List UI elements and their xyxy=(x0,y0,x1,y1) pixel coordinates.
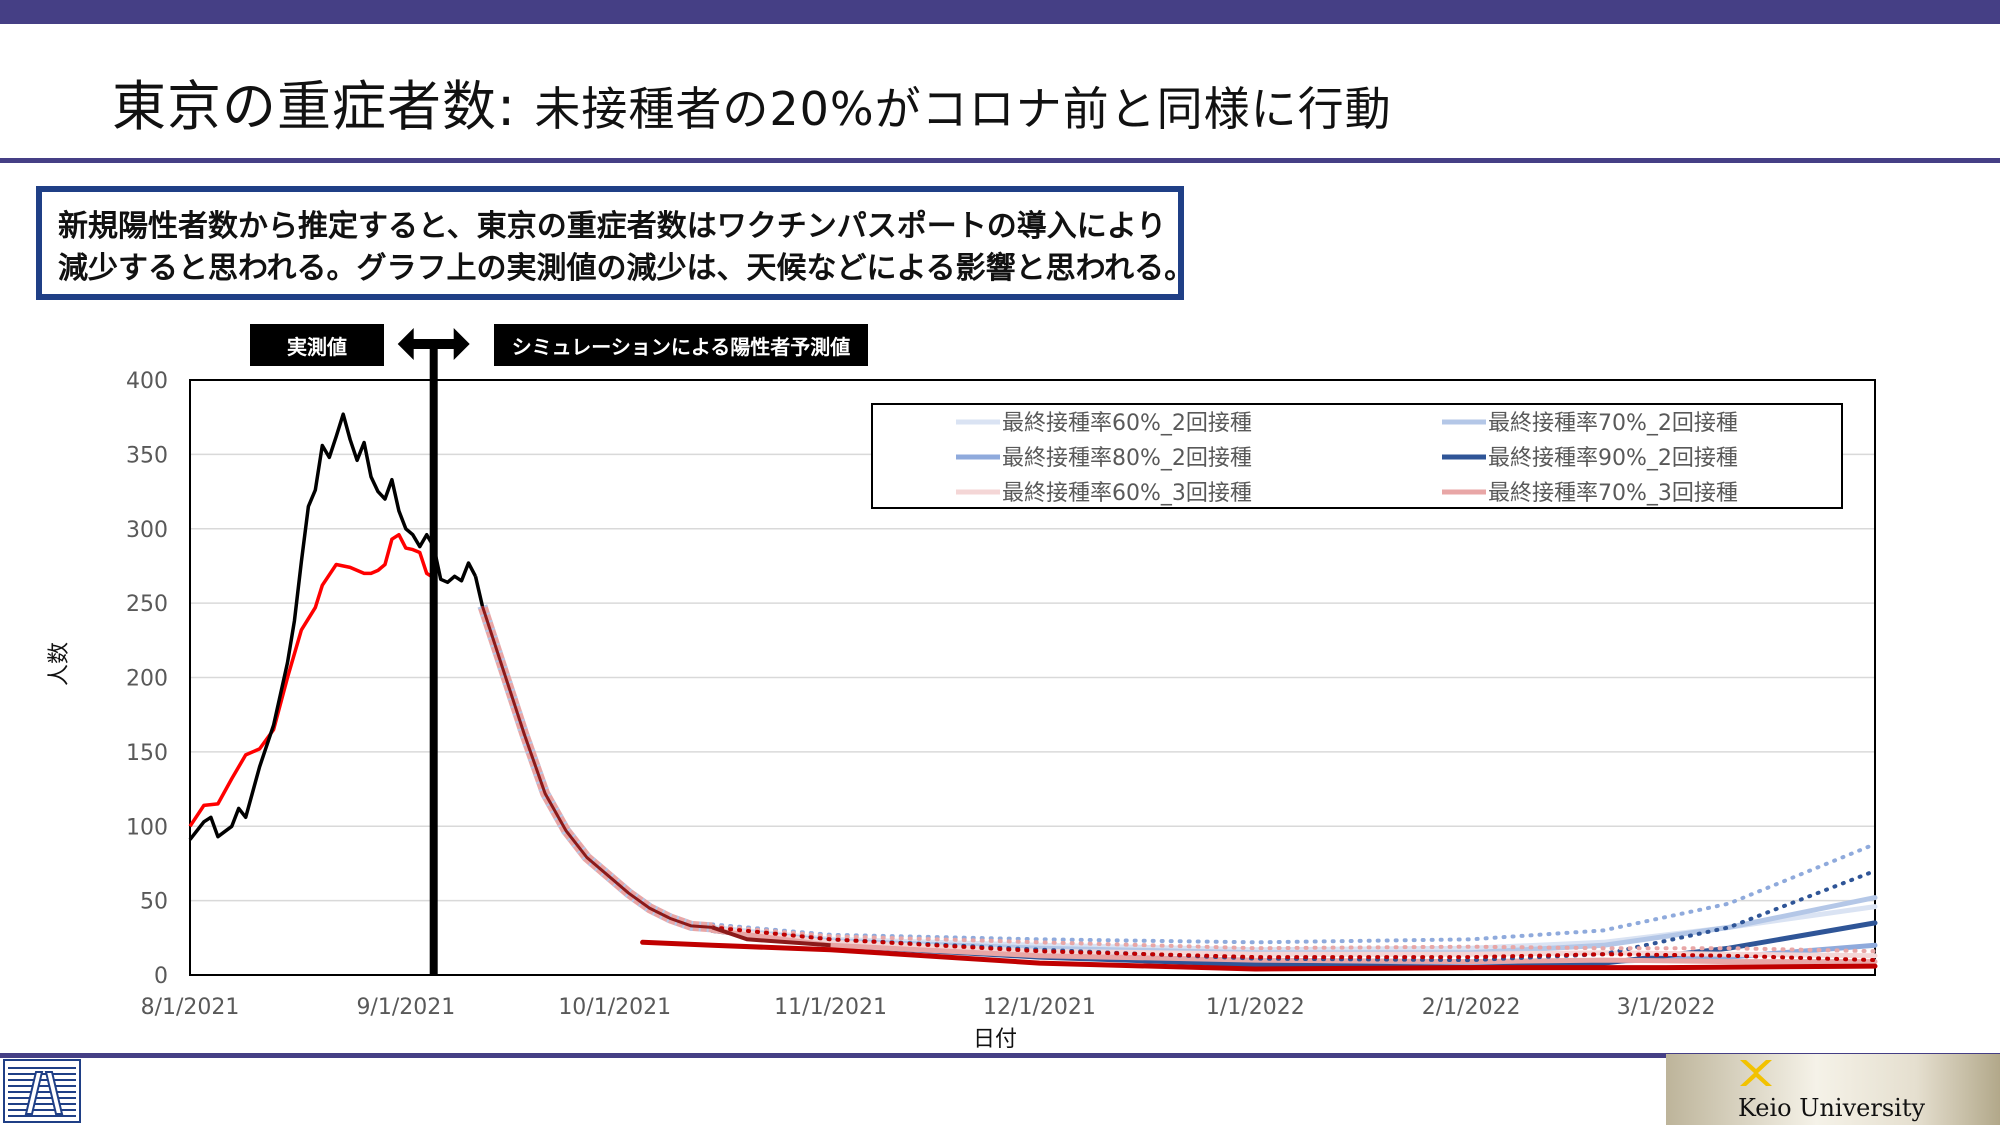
legend-label: 最終接種率80%_2回接種 xyxy=(1002,446,1252,471)
keio-wordmark: Keio University xyxy=(1738,1094,1926,1122)
callout-line-2: 減少すると思われる。グラフ上の実測値の減少は、天候などによる影響と思われる。 xyxy=(58,251,1195,286)
y-tick-label: 0 xyxy=(154,964,168,989)
y-tick-label: 400 xyxy=(126,369,168,394)
y-tick-label: 100 xyxy=(126,815,168,840)
y-tick-label: 350 xyxy=(126,443,168,468)
x-tick-label: 11/1/2021 xyxy=(774,995,887,1020)
y-tick-label: 150 xyxy=(126,741,168,766)
simulation-decline-line xyxy=(477,604,713,933)
x-tick-label: 9/1/2021 xyxy=(356,995,455,1020)
series-line-8 xyxy=(710,842,1877,945)
series-line-5 xyxy=(709,926,1878,959)
tag-actual-values: 実測値 xyxy=(250,324,384,366)
slide-title: 東京の重症者数: 未接種者の20%がコロナ前と同様に行動 xyxy=(112,62,1392,141)
slide-title-sub: 未接種者の20%がコロナ前と同様に行動 xyxy=(534,82,1392,136)
double-arrow-icon xyxy=(397,328,470,360)
lab-logo-icon xyxy=(3,1059,81,1123)
keio-logo: Keio University xyxy=(1666,1054,2000,1125)
legend-label: 最終接種率60%_2回接種 xyxy=(1002,411,1252,436)
y-tick-label: 300 xyxy=(126,518,168,543)
y-tick-label: 50 xyxy=(140,890,168,915)
chart-svg: 0 50 100 150 200 250 300 350 400 8/1/2021 9/1/2021… xyxy=(47,328,1878,1052)
x-axis-label: 日付 xyxy=(973,1027,1017,1052)
x-tick-label: 3/1/2022 xyxy=(1617,995,1716,1020)
series-line-11 xyxy=(710,925,1877,963)
legend-box xyxy=(871,403,1843,509)
x-tick-label: 12/1/2021 xyxy=(983,995,1096,1020)
y-tick-label: 200 xyxy=(126,667,168,692)
legend-label: 最終接種率90%_2回接種 xyxy=(1488,446,1738,471)
tag-simulation: シミュレーションによる陽性者予測値 xyxy=(494,324,868,366)
legend-label: 最終接種率70%_3回接種 xyxy=(1488,481,1738,506)
legend-label: 最終接種率60%_3回接種 xyxy=(1002,481,1252,506)
series-line-6 xyxy=(709,927,1878,965)
slide-title-main: 東京の重症者数: xyxy=(112,75,535,138)
simulation-decline-line xyxy=(477,604,713,933)
x-tick-label: 8/1/2021 xyxy=(141,995,240,1020)
x-tick-label: 1/1/2022 xyxy=(1206,995,1305,1020)
keio-pen-icon xyxy=(1740,1060,1772,1086)
series-line-10 xyxy=(710,923,1877,954)
title-divider xyxy=(0,158,2000,163)
top-accent-bar xyxy=(0,0,2000,24)
callout-box: 新規陽性者数から推定すると、東京の重症者数はワクチンパスポートの導入により 減少… xyxy=(36,186,1195,300)
x-tick-label: 10/1/2021 xyxy=(558,995,671,1020)
y-axis-label: 人数 xyxy=(47,642,72,686)
y-tick-label: 250 xyxy=(126,592,168,617)
x-tick-label: 2/1/2022 xyxy=(1422,995,1521,1020)
seven-day-average-line xyxy=(188,532,435,828)
footer-divider xyxy=(0,1053,2000,1058)
simulation-decline-line xyxy=(480,605,713,929)
legend-label: 最終接種率70%_2回接種 xyxy=(1488,411,1738,436)
simulation-decline-join xyxy=(711,925,831,948)
callout-line-1: 新規陽性者数から推定すると、東京の重症者数はワクチンパスポートの導入により xyxy=(58,209,1167,244)
plot-frame xyxy=(189,379,1876,976)
series-line-7 xyxy=(640,939,1878,972)
actual-to-sim-link xyxy=(473,575,485,607)
